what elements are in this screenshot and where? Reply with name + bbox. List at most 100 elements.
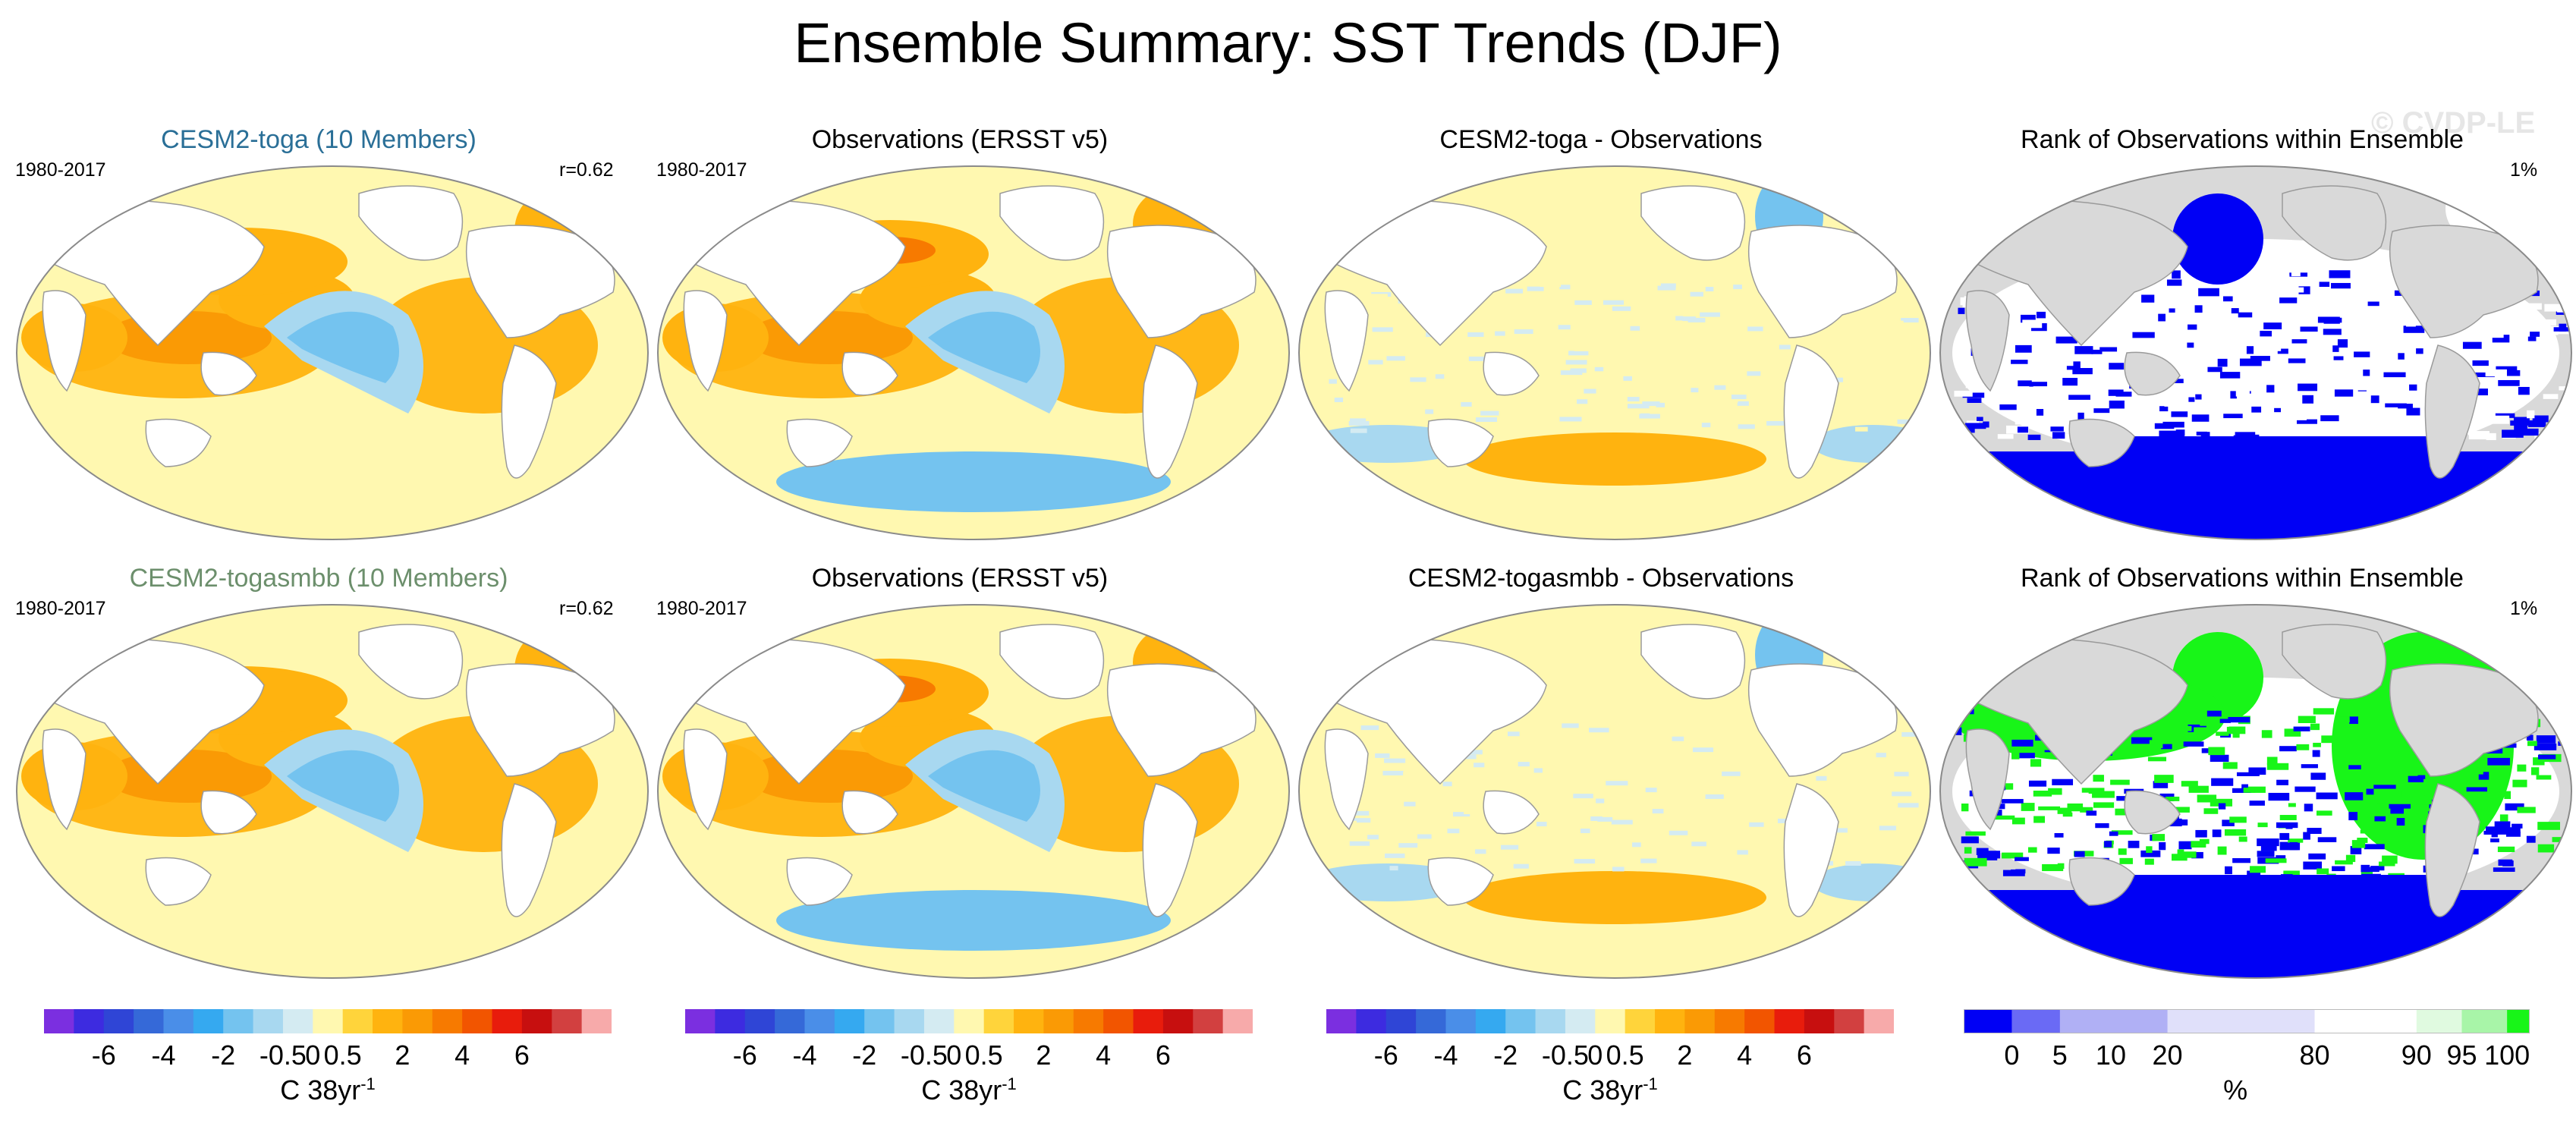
landmass [1318, 637, 1547, 785]
colorbar-swatch [373, 1009, 403, 1033]
landmass [1747, 663, 1898, 777]
colorbar-units: C 38yr-1 [1562, 1074, 1658, 1106]
landmass [2124, 790, 2181, 835]
period-label: 1980-2017 [656, 598, 747, 619]
colorbar-units-text: C 38yr [921, 1074, 1002, 1106]
landmass [465, 225, 615, 338]
colorbar-swatch [804, 1009, 835, 1033]
landmass [683, 728, 728, 831]
landmass [1965, 290, 2010, 392]
colorbar-units-superscript: -1 [360, 1074, 376, 1093]
colorbar-swatch [2059, 1009, 2169, 1033]
colorbar-tick: 5 [2052, 1040, 2068, 1071]
colorbar-swatch [1475, 1009, 1506, 1033]
panel-title: CESM2-togasmbb (10 Members) [129, 564, 508, 593]
colorbar-swatch [1834, 1009, 1865, 1033]
colorbar-swatch [1416, 1009, 1446, 1033]
landmass [2068, 418, 2135, 467]
colorbar-swatch [1535, 1009, 1566, 1033]
colorbar-units-superscript: -1 [1002, 1074, 1017, 1093]
landmass [2124, 351, 2181, 396]
colorbar-swatch [342, 1009, 373, 1033]
colorbar-tick: -2 [852, 1040, 877, 1071]
colorbar-tick: -6 [91, 1040, 116, 1071]
landmass [501, 344, 557, 479]
colorbar-tick: 0 [946, 1040, 962, 1071]
landmass [683, 290, 728, 392]
landmass [841, 351, 898, 396]
landmass [145, 418, 212, 467]
map-diff-0 [1298, 165, 1931, 540]
landmass [1783, 344, 1839, 479]
landmass [36, 637, 265, 785]
colorbar-swatch [1565, 1009, 1596, 1033]
colorbar-0 [1326, 1009, 1894, 1033]
correlation-label: r=0.62 [559, 598, 614, 619]
colorbar-tick: 10 [2095, 1040, 2126, 1071]
landmass [42, 728, 86, 831]
landmass [1318, 199, 1547, 347]
colorbar-tick: 95 [2446, 1040, 2477, 1071]
panel-title: CESM2-togasmbb - Observations [1408, 564, 1794, 593]
landmass [1965, 728, 2010, 831]
colorbar-tick: 20 [2152, 1040, 2183, 1071]
colorbar-tick: -0.5 [1541, 1040, 1589, 1071]
landmass [1324, 290, 1369, 392]
colorbar-tick: 80 [2299, 1040, 2330, 1071]
colorbar-swatch [1073, 1009, 1104, 1033]
landmass [2282, 624, 2387, 700]
landmass [1640, 624, 1746, 700]
landmass [358, 185, 464, 261]
landmass [1106, 225, 1257, 338]
map-obs-1 [657, 604, 1290, 979]
colorbar-swatch [1356, 1009, 1387, 1033]
colorbar-tick: -2 [211, 1040, 236, 1071]
colorbar-swatch [923, 1009, 955, 1033]
colorbar-tick: 4 [1737, 1040, 1753, 1071]
colorbar-swatch [894, 1009, 925, 1033]
landmass [1427, 857, 1494, 906]
map-diff-1 [1298, 604, 1931, 979]
colorbar-swatch [74, 1009, 105, 1033]
colorbar-swatch [775, 1009, 805, 1033]
landmass [1142, 783, 1198, 917]
landmass [1427, 418, 1494, 467]
colorbar-tick: 4 [454, 1040, 470, 1071]
colorbar-swatch [581, 1009, 612, 1033]
colorbar-swatch [1222, 1009, 1253, 1033]
landmass [999, 624, 1105, 700]
landmass [786, 418, 853, 467]
colorbar-units-superscript: -1 [1643, 1074, 1658, 1093]
colorbar-tick: 2 [1036, 1040, 1052, 1071]
colorbar-swatch [1386, 1009, 1417, 1033]
colorbar-tick: -6 [732, 1040, 757, 1071]
colorbar-swatch [685, 1009, 716, 1033]
landmass [1142, 344, 1198, 479]
colorbar-tick: 0 [2004, 1040, 2020, 1071]
colorbar-swatch [44, 1009, 74, 1033]
panel-title: Observations (ERSST v5) [811, 564, 1109, 593]
colorbar-0 [685, 1009, 1253, 1033]
colorbar-swatch [1103, 1009, 1134, 1033]
colorbar-swatch [1804, 1009, 1835, 1033]
colorbar-rank [1964, 1009, 2530, 1033]
colorbar-swatch [1505, 1009, 1536, 1033]
colorbar-units: C 38yr-1 [921, 1074, 1017, 1106]
map-rank-0 [1939, 165, 2572, 540]
colorbar-tick: -0.5 [259, 1040, 307, 1071]
colorbar-tick: 0.5 [964, 1040, 1003, 1071]
landmass [42, 290, 86, 392]
colorbar-swatch [223, 1009, 254, 1033]
correlation-label: r=0.62 [559, 159, 614, 181]
landmass [200, 351, 257, 396]
colorbar-tick: -4 [792, 1040, 817, 1071]
colorbar-swatch [193, 1009, 224, 1033]
landmass [2424, 783, 2480, 917]
map-model-1 [16, 604, 649, 979]
landmass [999, 185, 1105, 261]
landmass [2389, 663, 2539, 777]
landmass [1483, 351, 1540, 396]
landmass [1324, 728, 1369, 831]
landmass [1959, 637, 2188, 785]
colorbar-swatch [715, 1009, 746, 1033]
